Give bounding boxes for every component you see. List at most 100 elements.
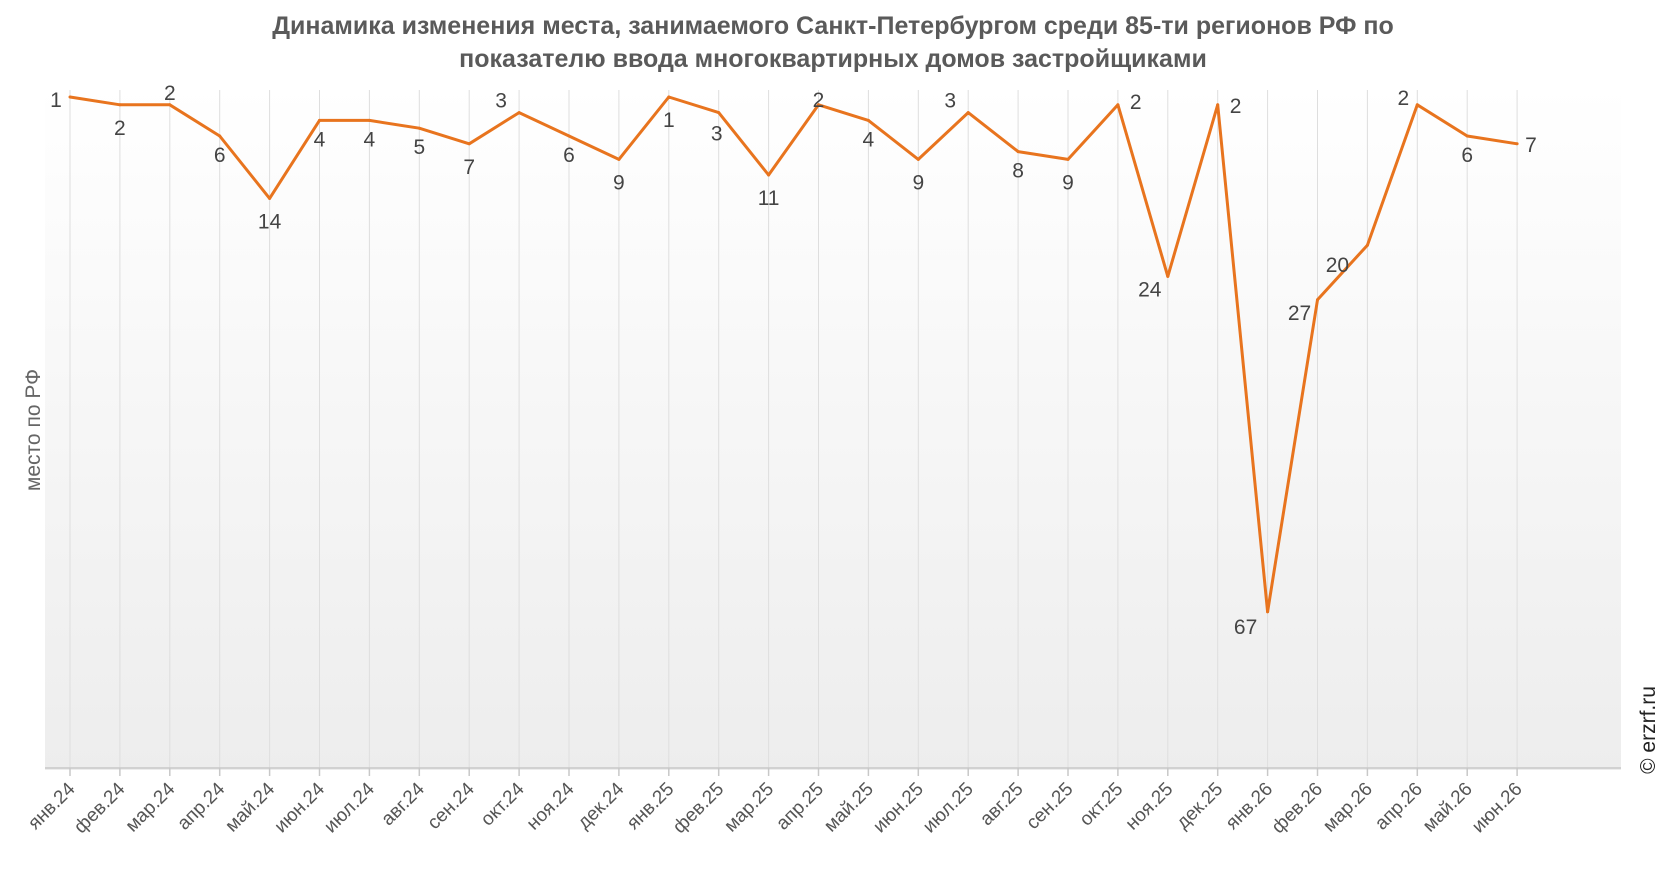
data-point <box>617 157 621 161</box>
x-tick-label: дек.25 <box>1173 779 1228 834</box>
data-point <box>367 118 371 122</box>
data-label: 2 <box>114 117 126 140</box>
data-point <box>1116 103 1120 107</box>
data-label: 7 <box>463 156 475 179</box>
data-point <box>567 134 571 138</box>
data-label: 9 <box>1062 171 1074 194</box>
data-point <box>1465 134 1469 138</box>
data-point <box>817 103 820 107</box>
data-label: 6 <box>214 144 226 167</box>
data-label: 24 <box>1138 278 1162 301</box>
x-tick-label: сен.25 <box>1022 779 1077 834</box>
data-label: 2 <box>813 89 825 112</box>
x-tick-label: авг.25 <box>976 779 1027 830</box>
data-points <box>68 95 1519 614</box>
data-point <box>1415 103 1419 107</box>
data-label: 2 <box>1397 87 1409 110</box>
data-point <box>268 196 272 200</box>
data-point <box>1216 103 1220 107</box>
data-point <box>1515 142 1519 146</box>
x-tick-label: июл.24 <box>320 778 379 837</box>
data-point <box>517 111 521 115</box>
x-tick-label: мар.26 <box>1319 779 1377 837</box>
chart-title-line-2: показателю ввода многоквартирных домов з… <box>459 45 1207 73</box>
x-tick-label: июл.25 <box>919 779 978 838</box>
x-tick-label: май.24 <box>221 778 279 836</box>
x-tick-label: фев.26 <box>1268 779 1327 838</box>
x-tick-label: апр.26 <box>1371 779 1427 835</box>
x-tick-label: янв.25 <box>623 779 678 834</box>
x-tick-label: мар.24 <box>122 778 180 836</box>
data-point <box>68 95 72 99</box>
data-label: 20 <box>1326 254 1349 277</box>
x-tick-label: ноя.25 <box>1122 779 1178 835</box>
watermark: © erzrf.ru <box>1637 686 1660 774</box>
x-tick-label: мар.25 <box>720 779 778 837</box>
x-tick-label: сен.24 <box>424 778 479 833</box>
x-tick-label: дек.24 <box>574 778 629 833</box>
data-label: 1 <box>663 109 675 132</box>
x-tick-label: окт.24 <box>477 778 529 830</box>
data-label: 4 <box>314 128 326 151</box>
data-label: 14 <box>258 210 282 233</box>
data-label: 2 <box>1130 91 1142 114</box>
data-point <box>318 118 321 122</box>
data-label: 9 <box>912 171 924 194</box>
data-label: 11 <box>758 187 780 210</box>
data-point <box>1266 610 1270 614</box>
data-label: 1 <box>50 89 62 112</box>
x-tick-label: май.26 <box>1419 779 1477 837</box>
data-label: 4 <box>364 128 376 151</box>
chart-title: Динамика изменения места, занимаемого Са… <box>0 10 1666 76</box>
chart-title-line-1: Динамика изменения места, занимаемого Са… <box>272 12 1394 40</box>
data-point <box>717 111 721 115</box>
data-label: 6 <box>563 144 575 167</box>
y-axis-label: место по РФ <box>22 369 45 491</box>
data-label: 4 <box>863 128 875 151</box>
data-point <box>218 134 222 138</box>
x-axis-ticks <box>69 768 1518 776</box>
data-label: 27 <box>1288 302 1311 325</box>
data-point <box>767 173 771 177</box>
x-tick-label: янв.26 <box>1222 779 1277 834</box>
series-line <box>69 95 1518 614</box>
data-label: 3 <box>495 90 507 113</box>
data-label: 2 <box>1230 95 1242 118</box>
grid-lines <box>69 90 1518 768</box>
data-label: 6 <box>1461 144 1473 167</box>
data-label: 3 <box>944 90 956 113</box>
data-point <box>1316 298 1319 302</box>
x-tick-label: фев.25 <box>669 779 728 838</box>
x-tick-label: июн.24 <box>271 778 330 837</box>
x-tick-label: авг.24 <box>377 778 429 830</box>
data-point <box>916 157 920 161</box>
plot-area <box>45 86 1621 770</box>
data-label: 3 <box>711 123 723 146</box>
x-tick-label: апр.24 <box>173 778 229 834</box>
data-label: 7 <box>1525 134 1537 157</box>
data-point <box>467 142 471 146</box>
data-label: 67 <box>1234 616 1257 639</box>
x-tick-label: фев.24 <box>70 778 129 837</box>
data-point <box>118 103 122 107</box>
x-tick-label: окт.25 <box>1076 779 1128 831</box>
x-tick-label: апр.25 <box>772 779 828 835</box>
data-label: 5 <box>413 136 425 159</box>
data-point <box>1066 157 1070 161</box>
data-point <box>1365 243 1369 247</box>
data-point <box>1016 150 1020 154</box>
data-point <box>667 95 671 99</box>
data-point <box>168 103 172 107</box>
data-label: 2 <box>164 82 176 105</box>
x-tick-label: ноя.24 <box>523 778 579 834</box>
data-point <box>417 126 421 130</box>
data-label: 8 <box>1012 160 1024 183</box>
x-tick-labels: янв.24фев.24мар.24апр.24май.24июн.24июл.… <box>24 778 1526 838</box>
x-tick-label: июн.26 <box>1468 779 1527 838</box>
data-point <box>1166 274 1170 278</box>
x-tick-label: янв.24 <box>24 778 80 834</box>
data-label: 9 <box>613 171 625 194</box>
